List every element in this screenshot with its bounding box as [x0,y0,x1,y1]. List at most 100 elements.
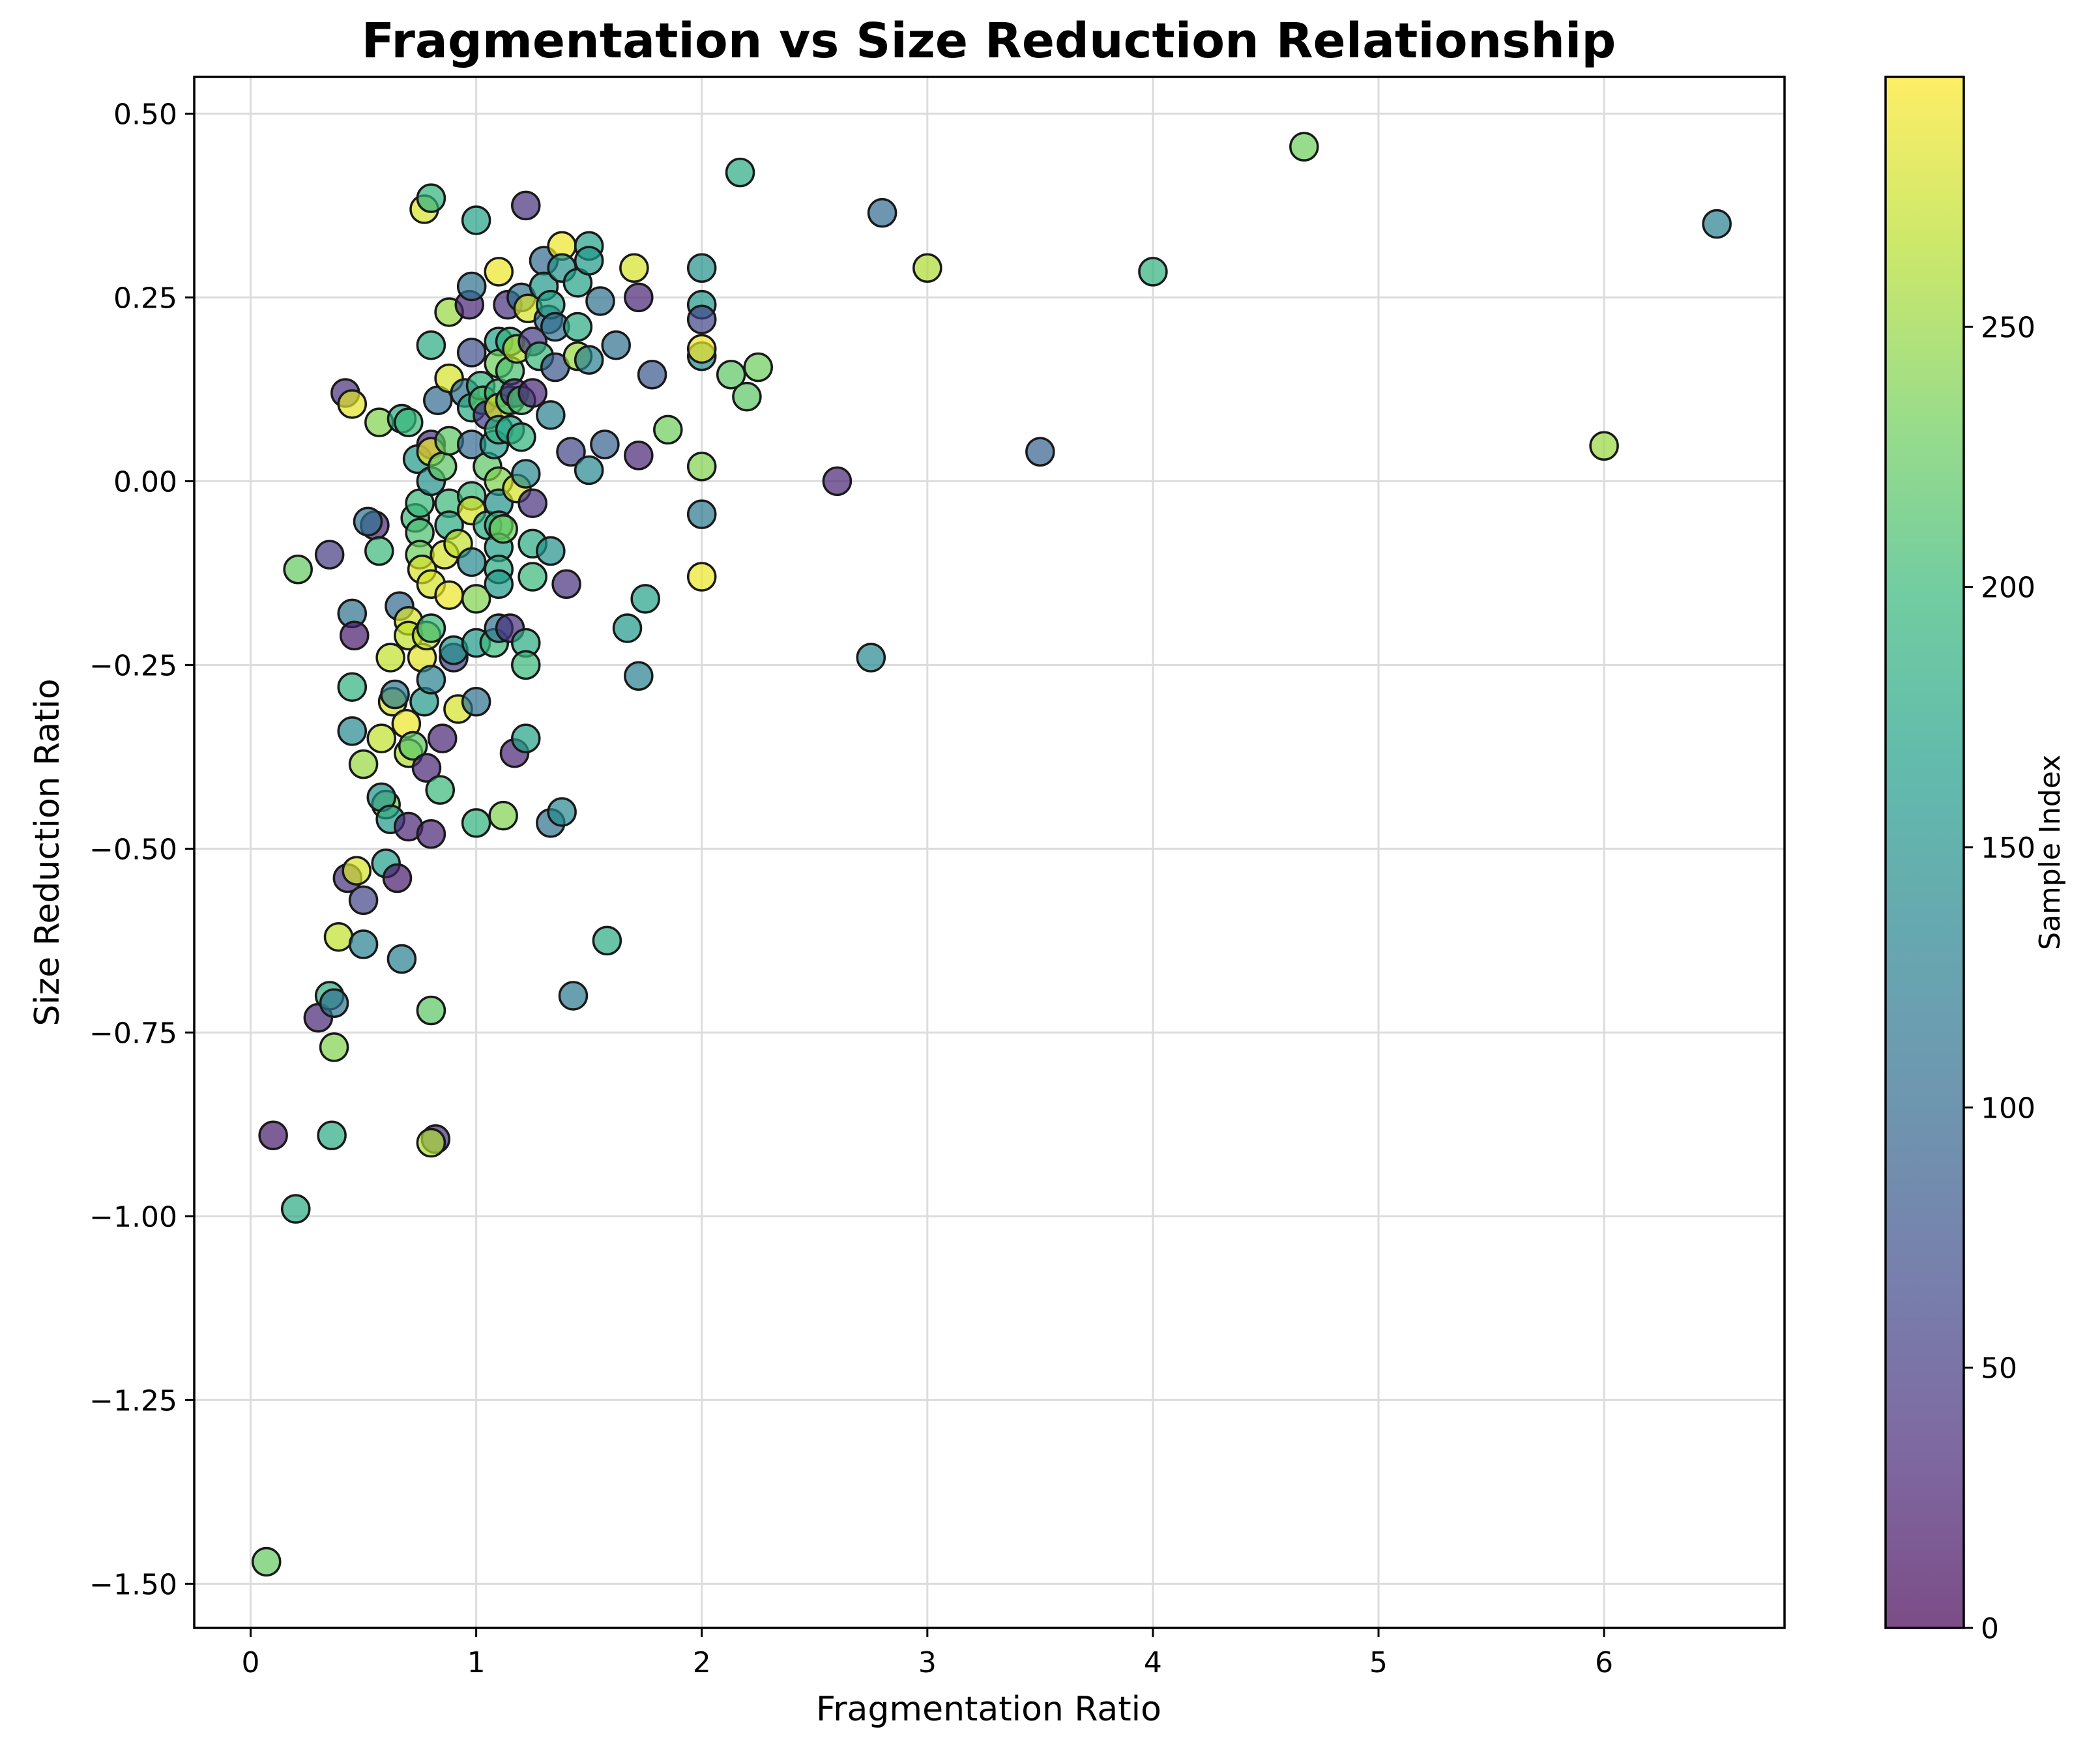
colorbar-tick-label: 0 [1981,1612,1999,1646]
data-point [461,687,491,717]
colorbar-ticks: 0 50 100 150 200 250 [1964,311,2035,1646]
data-point [511,190,541,221]
x-tick-label: 6 [1595,1646,1613,1679]
data-point [342,856,372,886]
data-point [536,400,566,430]
data-point [319,988,349,1018]
data-point [562,312,593,342]
data-point [337,672,368,702]
data-point [558,981,589,1011]
data-point [1025,437,1055,467]
data-point [382,863,413,893]
data-point [686,253,717,283]
data-point [624,282,654,313]
data-point [856,643,886,673]
x-tick-label: 3 [918,1646,937,1679]
data-point [867,197,897,228]
data-point [416,665,446,695]
data-point [348,749,379,779]
data-point [488,800,518,831]
x-tick-label: 0 [242,1646,260,1679]
x-axis-label: Fragmentation Ratio [816,1690,1161,1729]
data-point [585,286,615,316]
data-point [427,452,458,482]
data-point [339,620,370,651]
y-tick-label: 0.00 [113,465,177,499]
data-point [653,414,683,445]
data-point [686,562,717,592]
data-point [716,360,746,390]
data-point [912,253,942,283]
plot-frame [193,76,1786,1629]
data-point [725,157,755,188]
data-point [592,925,622,956]
y-axis-label: Size Reduction Ratio [28,678,67,1026]
data-point [456,271,487,302]
data-point [518,488,547,518]
data-point [1289,132,1319,162]
data-point [314,540,345,570]
data-point [574,455,604,486]
data-point [551,569,581,600]
data-point [630,584,660,614]
data-point [743,352,773,383]
data-point [375,643,405,673]
colorbar-tick-label: 200 [1981,572,2035,605]
y-tick-label: −0.50 [89,833,177,866]
data-point [323,921,354,952]
data-point [461,584,491,614]
data-point [366,723,397,753]
grid-layer [194,77,1785,1628]
data-point [456,338,487,368]
data-point [601,330,631,360]
data-point [461,808,491,838]
data-point [518,562,547,592]
points-layer [252,132,1732,1577]
data-point [456,547,487,577]
data-point [258,1120,288,1151]
data-point [416,183,446,213]
x-tick-label: 2 [693,1646,711,1679]
colorbar-tick-label: 250 [1981,311,2035,344]
data-point [518,378,547,408]
data-point [536,536,566,566]
data-point [416,995,446,1026]
data-point [348,929,379,959]
data-point [612,613,643,643]
data-point [822,466,853,497]
data-point [348,885,379,916]
data-point [353,506,383,537]
data-point [380,679,410,710]
data-point [416,330,446,360]
data-point [1138,257,1168,287]
x-tick-label: 5 [1369,1646,1388,1679]
data-point [686,334,717,364]
x-tick-label: 1 [467,1646,486,1679]
data-point [425,775,455,805]
colorbar-label: Sample Index [2034,755,2067,950]
colorbar-tick-label: 100 [1981,1092,2035,1125]
data-point [619,253,649,283]
data-point [624,441,654,471]
data-point [732,381,762,412]
data-point [574,345,604,375]
data-point [434,580,464,610]
data-point [1702,209,1732,239]
data-point [364,536,394,566]
data-point [574,246,604,276]
y-tick-label: −0.75 [89,1017,177,1050]
colorbar-tick-label: 150 [1981,832,2035,865]
y-tick-label: 0.25 [113,282,177,315]
data-point [556,437,586,467]
y-tick-label: −0.25 [89,649,177,682]
data-point [319,1032,349,1062]
chart-title: Fragmentation vs Size Reduction Relation… [362,13,1616,69]
data-point [411,753,442,783]
data-point [637,360,667,390]
data-point [280,1194,311,1224]
data-point [686,304,717,334]
data-point [511,650,541,680]
colorbar-tick-label: 50 [1981,1352,2017,1385]
y-tick-label: −1.00 [89,1200,177,1234]
